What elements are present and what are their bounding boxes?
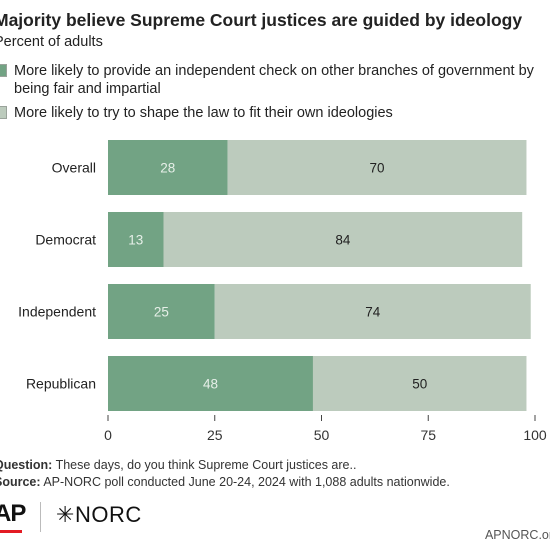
stacked-bar-chart: Overall 28 70 Democrat 13 84 Independent 25 74 Re… [18, 140, 547, 443]
ap-logo: AP [0, 500, 26, 527]
bar-republican-series-1 [312, 356, 527, 411]
x-tick-label-25: 25 [207, 427, 223, 443]
site-url: APNORC.org [484, 528, 550, 542]
bar-overall-series-1 [227, 140, 527, 195]
data-label-democrat-series-0: 13 [128, 233, 143, 248]
bar-independent-series-1 [214, 284, 531, 339]
category-label-republican: Republican [26, 376, 96, 392]
logo-divider [40, 502, 41, 532]
x-tick-label-100: 100 [523, 427, 547, 443]
data-label-republican-series-0: 48 [203, 377, 218, 392]
source-text: AP-NORC poll conducted June 20-24, 2024 … [40, 475, 450, 489]
chart-subtitle: Percent of adults [0, 34, 103, 50]
source-note: Source: AP-NORC poll conducted June 20-2… [0, 475, 450, 489]
bar-democrat-series-1 [163, 212, 523, 267]
data-label-overall-series-1: 70 [369, 161, 384, 176]
category-label-independent: Independent [18, 304, 96, 320]
legend-item-impartial: More likely to provide an independent ch… [0, 62, 550, 98]
category-label-democrat: Democrat [35, 232, 96, 248]
bar-independent-series-0 [108, 284, 215, 339]
legend-label-ideology: More likely to try to shape the law to f… [14, 105, 393, 121]
legend-label-impartial: More likely to provide an independent ch… [14, 63, 534, 97]
question-label: Question: [0, 458, 53, 472]
ap-logo-underline [0, 530, 22, 533]
bar-republican-series-0 [108, 356, 313, 411]
norc-logo-text: NORC [74, 502, 142, 527]
data-label-independent-series-1: 74 [365, 305, 381, 320]
bar-democrat-series-0 [108, 212, 164, 267]
data-label-overall-series-0: 28 [160, 161, 175, 176]
question-text: These days, do you think Supreme Court j… [52, 458, 357, 472]
legend-swatch-impartial [0, 64, 7, 77]
legend: More likely to provide an independent ch… [0, 62, 550, 128]
source-label: Source: [0, 475, 41, 489]
x-tick-label-75: 75 [420, 427, 436, 443]
category-label-overall: Overall [52, 160, 96, 176]
question-note: Question: These days, do you think Supre… [0, 458, 356, 472]
data-label-republican-series-1: 50 [412, 377, 427, 392]
legend-swatch-ideology [0, 106, 7, 119]
data-label-democrat-series-1: 84 [335, 233, 351, 248]
chart-title: Majority believe Supreme Court justices … [0, 10, 523, 30]
x-tick-label-50: 50 [314, 427, 330, 443]
x-tick-label-0: 0 [104, 427, 112, 443]
legend-item-ideology: More likely to try to shape the law to f… [0, 104, 550, 122]
bar-overall-series-0 [108, 140, 228, 195]
norc-logo: ✳NORC [56, 502, 142, 528]
data-label-independent-series-0: 25 [154, 305, 169, 320]
norc-asterisk-icon: ✳ [56, 502, 75, 527]
